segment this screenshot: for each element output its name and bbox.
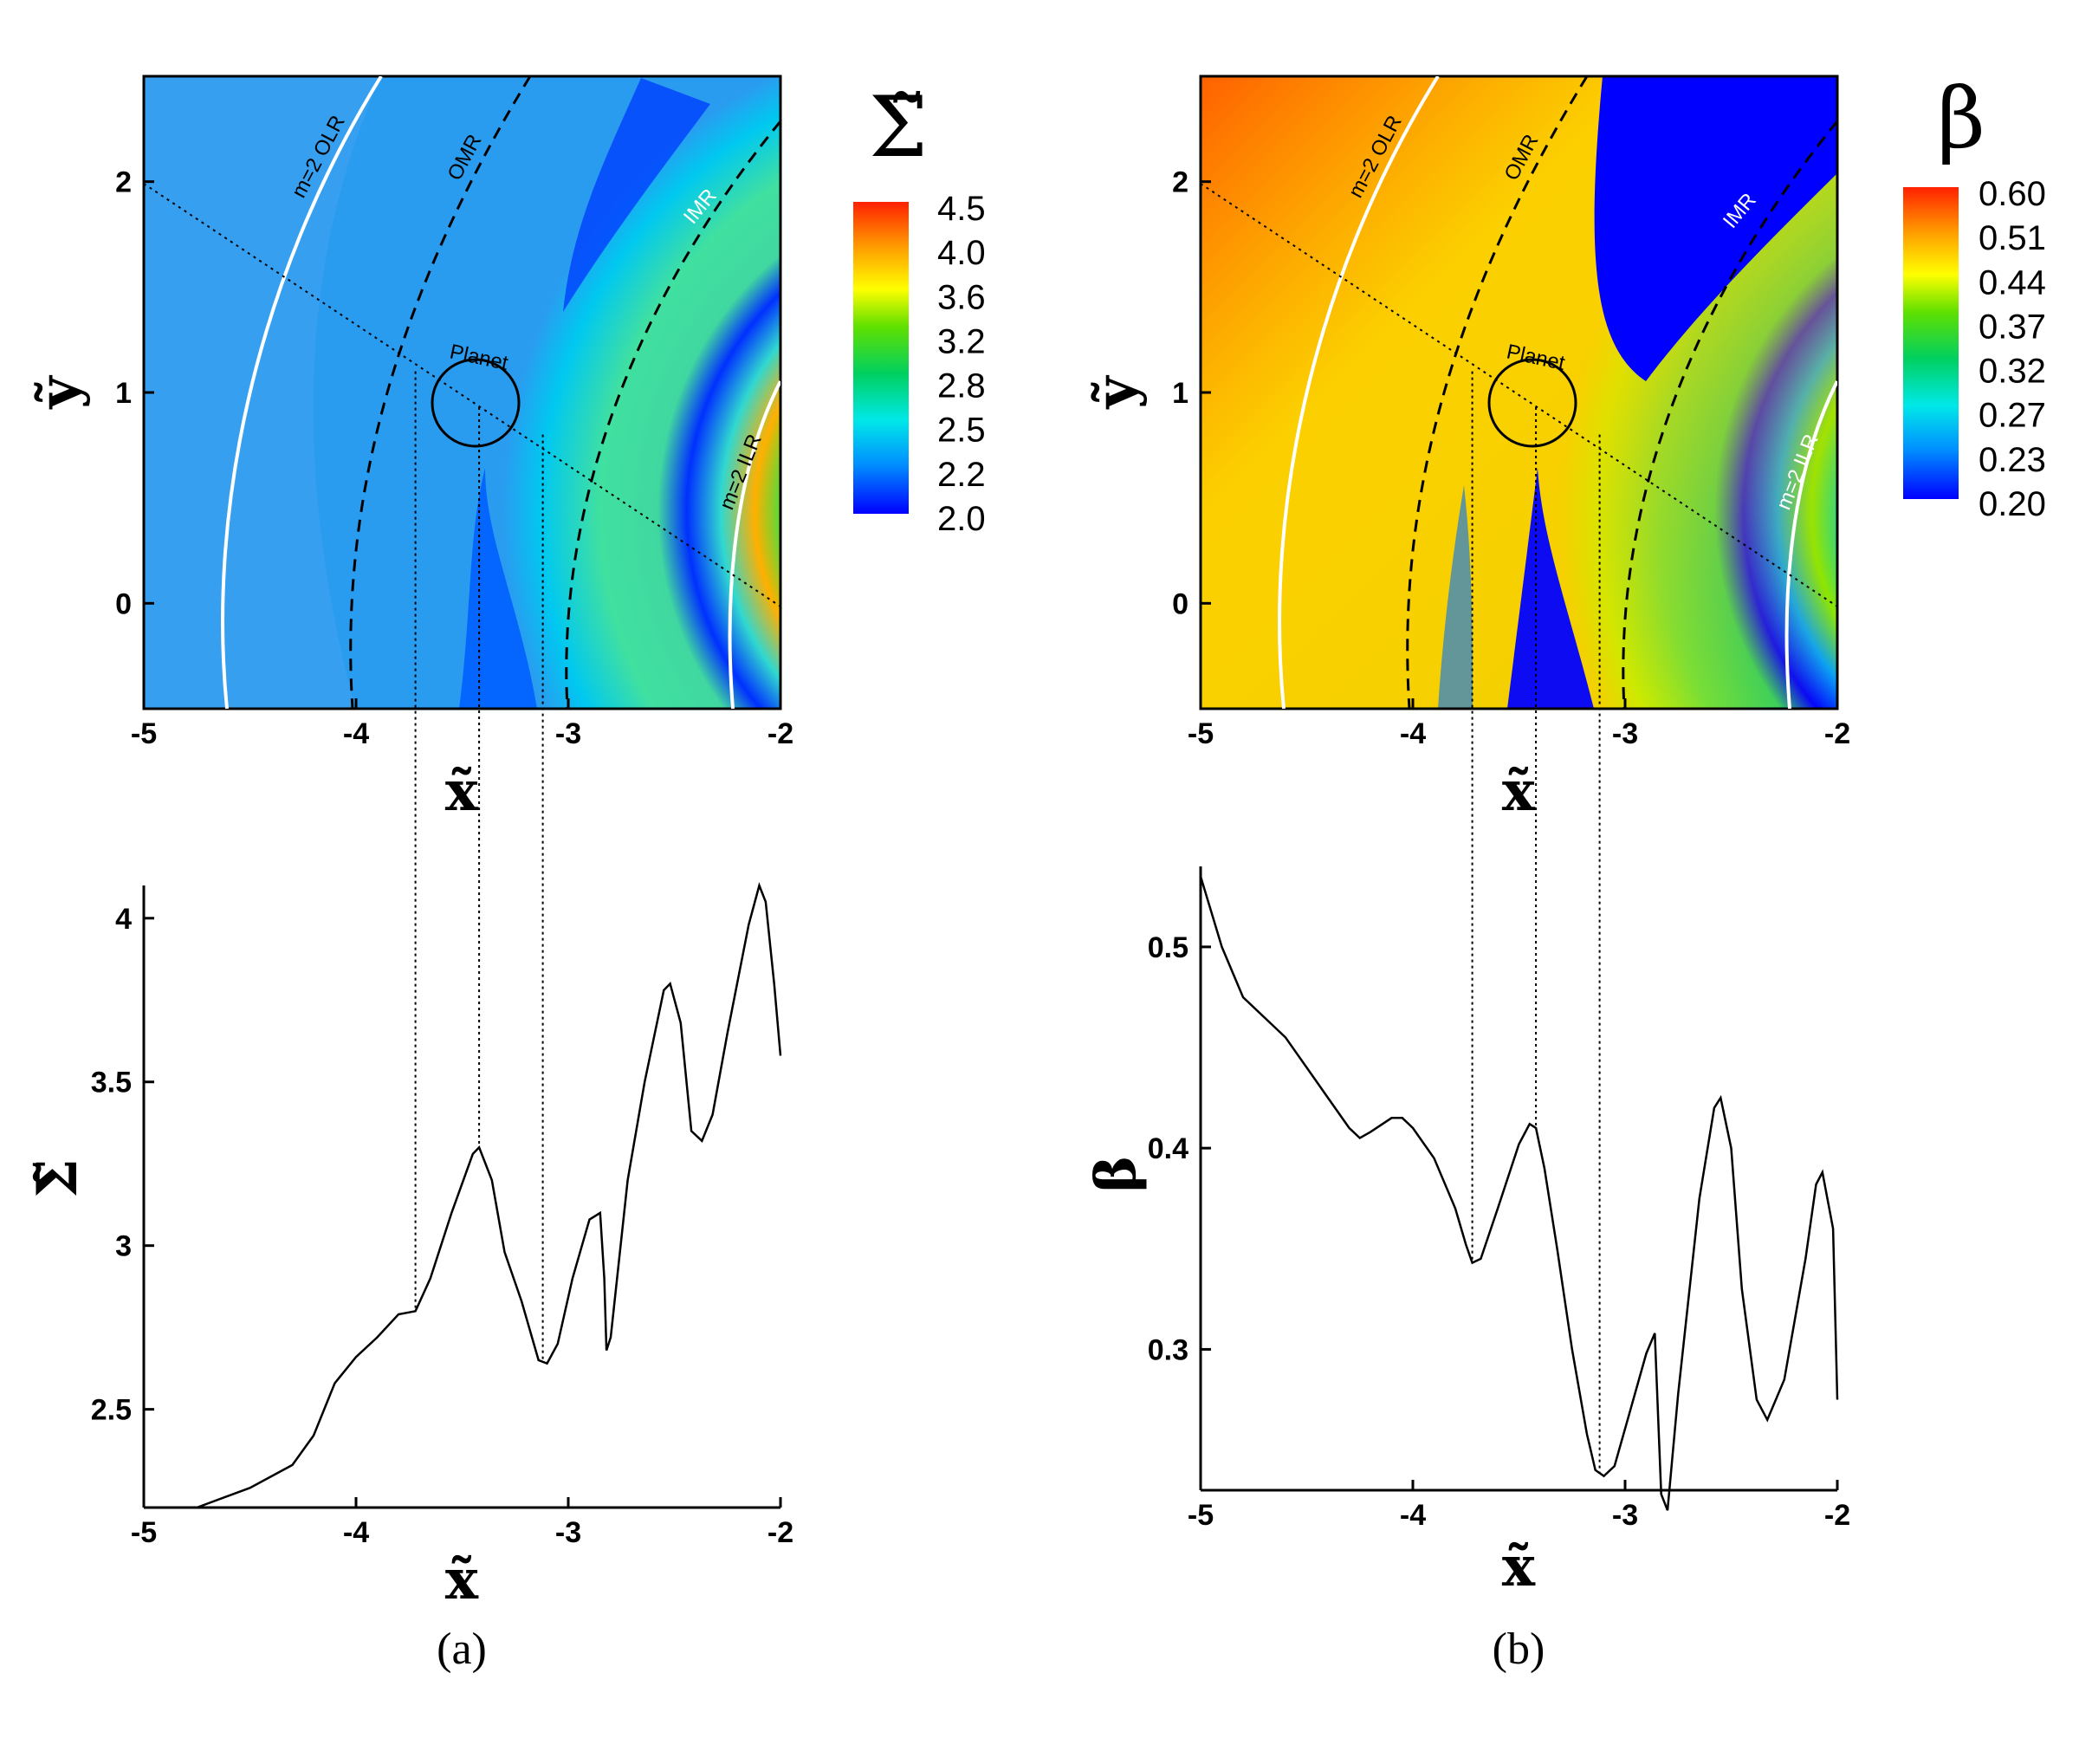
panel-b-top-xlabel: x̃	[1502, 759, 1536, 824]
colorbar-tick-label: 2.0	[937, 500, 986, 538]
colorbar-tick-label: 4.5	[937, 190, 986, 228]
colorbar-tick-label: 0.27	[1979, 397, 2046, 435]
y-tick-label: 0	[115, 587, 132, 620]
caption-a: (a)	[437, 1625, 487, 1674]
colorbar-tick-label: 4.0	[937, 234, 986, 272]
panel-b-bottom-x-ticks: -5 -4 -3 -2	[1188, 1480, 1850, 1532]
colorbar-tick-label: 0.23	[1979, 441, 2046, 479]
y-tick-label: 3	[115, 1230, 132, 1263]
panel-b-top-ylabel: ỹ	[1084, 375, 1149, 410]
x-tick-label: -3	[1612, 717, 1638, 750]
panel-b-planet-marker	[1487, 358, 1577, 448]
colorbar-tick-label: 2.8	[937, 367, 986, 405]
panel-b-guide-lines	[1471, 371, 1601, 1474]
colorbar-tick-label: 2.2	[937, 456, 986, 494]
colorbar-tick-label: 2.5	[937, 412, 986, 450]
colorbar-tick-label: 0.51	[1979, 219, 2046, 257]
colorbar-tick-label: 0.20	[1979, 485, 2046, 523]
panel-b-colorbar-title: β	[1937, 70, 1985, 167]
y-tick-label: 3.5	[91, 1067, 132, 1099]
x-tick-label: -4	[1400, 1499, 1426, 1532]
x-tick-label: -2	[1824, 1499, 1850, 1532]
colorbar-tick-label: 0.32	[1979, 353, 2046, 391]
panel-a-guide-lines	[414, 371, 544, 1362]
y-tick-label: 2	[1172, 166, 1188, 199]
x-tick-label: -3	[555, 717, 581, 750]
panel-b-top-y-ticks: 0 1 2	[1172, 166, 1211, 620]
panel-a-bottom-y-ticks: 2.5 3 3.5 4	[91, 903, 154, 1427]
x-tick-label: -4	[343, 1516, 369, 1549]
y-tick-label: 2.5	[91, 1394, 132, 1427]
panel-a-colorbar-title: Σ̃	[869, 79, 928, 176]
y-tick-label: 2	[115, 166, 132, 199]
x-tick-label: -5	[131, 1516, 157, 1549]
x-tick-label: -5	[131, 717, 157, 750]
panel-a-top-xlabel: x̃	[445, 759, 479, 824]
y-tick-label: 0.3	[1148, 1333, 1188, 1366]
caption-b: (b)	[1493, 1625, 1545, 1674]
panel-b-bottom-ylabel: β	[1084, 1156, 1149, 1193]
x-tick-label: -3	[1612, 1499, 1638, 1532]
y-tick-label: 0.4	[1148, 1132, 1188, 1165]
panel-a-bottom-xlabel: x̃	[445, 1547, 479, 1612]
x-tick-label: -2	[1824, 717, 1850, 750]
y-tick-label: 1	[1172, 377, 1188, 410]
colorbar-tick-label: 0.44	[1979, 263, 2046, 302]
panel-b-heatmap: m=2 OLR OMR IMR m=2 ILR Planet -5 -4 -3 -2 …	[1084, 75, 1850, 824]
x-tick-label: -4	[1400, 717, 1426, 750]
panel-b-beta-curve	[1199, 876, 1839, 1511]
colorbar-tick-label: 0.37	[1979, 308, 2046, 346]
panel-a-bottom-x-ticks: -5 -4 -3 -2	[131, 1497, 793, 1549]
panel-b-bottom-xlabel: x̃	[1502, 1534, 1536, 1599]
panel-a-sigma-curve	[196, 882, 782, 1509]
panel-a-colorbar: Σ̃ 4.5 4.0 3.6 3.2 2.8 2.5 2.2 2.0	[853, 79, 986, 538]
x-tick-label: -2	[767, 717, 793, 750]
panel-a-top-ylabel: ỹ	[27, 375, 92, 410]
y-tick-label: 4	[115, 903, 132, 936]
panel-b-colorbar-ticks: 0.60 0.51 0.44 0.37 0.32 0.27 0.23 0.20	[1979, 175, 2046, 523]
y-tick-label: 1	[115, 377, 132, 410]
colorbar-tick-label: 3.2	[937, 322, 986, 360]
panel-a-heatmap: m=2 OLR OMR IMR m=2 ILR Planet -5 -4 -3 -2 …	[27, 75, 793, 824]
panel-a-top-y-ticks: 0 1 2	[115, 166, 154, 620]
panel-a-line-plot: -5 -4 -3 -2 2.5 3 3.5 4 x̃ Σ̃	[25, 882, 793, 1612]
panel-b-line-plot: -5 -4 -3 -2 0.3 0.4 0.5 x̃ β	[1084, 866, 1850, 1599]
x-tick-label: -5	[1188, 1499, 1214, 1532]
x-tick-label: -4	[343, 717, 369, 750]
colorbar-tick-label: 3.6	[937, 278, 986, 316]
y-tick-label: 0	[1172, 587, 1188, 620]
panel-b-bottom-y-ticks: 0.3 0.4 0.5	[1148, 931, 1211, 1366]
panel-b-colorbar: β 0.60 0.51 0.44 0.37 0.32 0.27 0.23 0.20	[1903, 70, 2046, 523]
panel-a-top-x-ticks: -5 -4 -3 -2	[131, 698, 793, 750]
y-tick-label: 0.5	[1148, 931, 1188, 964]
panel-b-resonance-lines	[1201, 76, 1837, 709]
panel-a-colorbar-ticks: 4.5 4.0 3.6 3.2 2.8 2.5 2.2 2.0	[937, 190, 986, 538]
panel-a-planet-marker	[431, 358, 521, 448]
colorbar-tick-label: 0.60	[1979, 175, 2046, 213]
x-tick-label: -5	[1188, 717, 1214, 750]
x-tick-label: -2	[767, 1516, 793, 1549]
panel-b-top-x-ticks: -5 -4 -3 -2	[1188, 698, 1850, 750]
x-tick-label: -3	[555, 1516, 581, 1549]
panel-a-resonance-lines	[144, 76, 780, 709]
panel-a-bottom-ylabel: Σ̃	[25, 1158, 90, 1197]
